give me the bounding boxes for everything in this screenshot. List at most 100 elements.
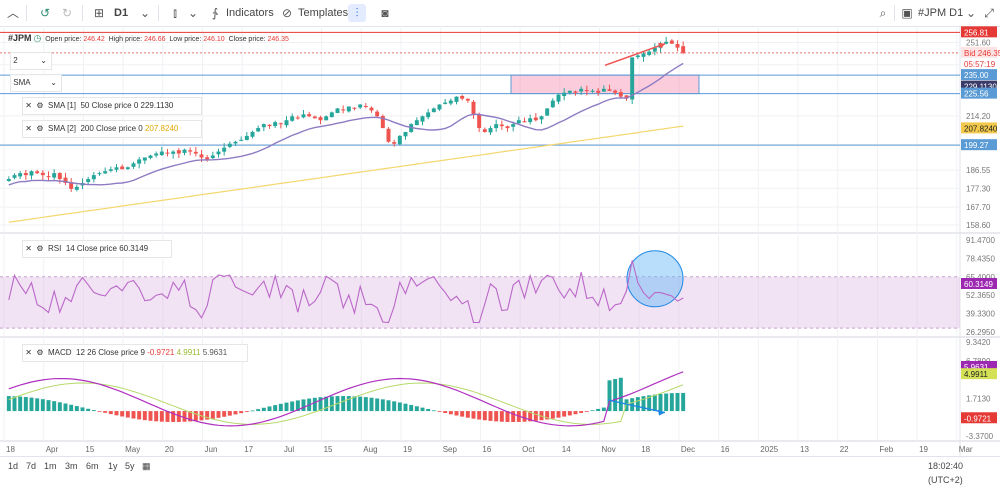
macd-histogram-bar <box>562 411 567 417</box>
macd-histogram-bar <box>397 402 402 412</box>
macd-badge-line: 5.9631 <box>964 363 989 372</box>
candle-body <box>397 135 402 145</box>
candle-body <box>681 46 686 53</box>
macd-histogram-bar <box>324 396 329 412</box>
chevron-down-icon[interactable]: ⌄ <box>187 6 199 20</box>
chevron-down-icon[interactable]: ⌄ <box>965 6 977 20</box>
candle-body <box>250 131 255 137</box>
timeframe-selector[interactable]: D1 <box>114 7 129 19</box>
rsi-value: 60.3149 <box>119 244 149 253</box>
macd-histogram-bar <box>244 411 249 412</box>
range-1y[interactable]: 1y <box>108 461 118 471</box>
candle-body <box>669 40 674 44</box>
candle-body <box>125 167 130 170</box>
undo-icon[interactable]: ↺ <box>39 6 51 20</box>
candle-body <box>488 128 493 133</box>
sma-select[interactable]: SMA ⌄ <box>10 74 62 92</box>
chart-canvas[interactable]: 251.60240.25214.20199.70186.55177.30167.… <box>0 26 1000 456</box>
candle-body <box>630 57 635 100</box>
candle-body <box>545 108 550 116</box>
candle-body <box>443 102 448 104</box>
candle-body <box>369 107 374 111</box>
macd-histogram-bar <box>494 411 499 422</box>
overlay-lines <box>8 42 684 427</box>
candle-body <box>23 172 28 176</box>
macd-arrow <box>607 399 666 414</box>
candle-body <box>244 135 249 140</box>
search-icon[interactable]: ⌕ <box>879 6 887 20</box>
sma1-name: SMA [1] <box>48 101 77 110</box>
chevron-up-icon[interactable]: ︿ <box>6 6 19 20</box>
range-6m[interactable]: 6m <box>86 461 99 471</box>
chevron-down-icon: ⌄ <box>40 56 47 65</box>
add-icon[interactable]: ⊞ <box>93 6 105 20</box>
macd-histogram-bar <box>635 397 640 412</box>
gear-icon[interactable]: ⚙ <box>36 348 44 357</box>
sma-select-value: SMA <box>13 78 31 87</box>
macd-histogram-bar <box>12 396 17 412</box>
macd-histogram-bar <box>80 407 85 412</box>
clock-icon: ◷ <box>33 33 42 43</box>
range-5y[interactable]: 5y <box>125 461 135 471</box>
chevron-down-icon[interactable]: ⌄ <box>139 6 151 20</box>
price-badge-bid-bg <box>961 46 997 58</box>
expand-icon[interactable]: ⤢ <box>984 6 994 20</box>
candle-body <box>114 167 119 170</box>
price-badge-level3: 199.27 <box>964 141 989 150</box>
time-tick-label: 2025 <box>760 445 778 454</box>
time-tick-label: Nov <box>602 445 616 454</box>
macd-histogram-bar <box>159 411 164 422</box>
indicators-icon[interactable]: ∱ <box>211 6 219 20</box>
candle-body <box>159 151 164 156</box>
close-icon[interactable]: ✕ <box>25 348 32 357</box>
close-icon[interactable]: ✕ <box>25 244 32 253</box>
range-7d[interactable]: 7d <box>26 461 37 471</box>
sma1-value: 229.1130 <box>140 101 174 110</box>
macd-histogram-bar <box>630 398 635 412</box>
rsi-name: RSI <box>48 244 62 253</box>
low-value: 246.10 <box>203 36 225 43</box>
templates-icon[interactable]: ⊘ <box>281 6 293 20</box>
chart-type-icon[interactable]: ⫶ <box>348 4 366 22</box>
macd-histogram-bar <box>108 411 113 415</box>
symbol-name: #JPM <box>8 33 32 43</box>
chevron-down-icon: ⌄ <box>50 78 57 87</box>
sma200-line <box>8 125 684 223</box>
macd-histogram-bar <box>239 411 244 414</box>
time-tick-label: Jun <box>205 445 218 454</box>
candle-body <box>12 175 17 178</box>
templates-button[interactable]: Templates <box>298 7 349 19</box>
gear-icon[interactable]: ⚙ <box>36 244 44 253</box>
range-1d[interactable]: 1d <box>8 461 19 471</box>
calendar-icon[interactable]: ▦ <box>142 461 151 471</box>
camera-icon[interactable]: ◙ <box>381 6 389 20</box>
time-tick-label: Dec <box>681 445 695 454</box>
redo-icon[interactable]: ↻ <box>61 6 73 20</box>
indicators-button[interactable]: Indicators <box>226 7 274 19</box>
macd-histogram-bar <box>414 406 419 412</box>
series-selector[interactable]: 2 ⌄ <box>10 52 52 70</box>
close-icon[interactable]: ✕ <box>25 124 32 133</box>
candle-body <box>375 111 380 117</box>
range-1m[interactable]: 1m <box>44 461 57 471</box>
macd-histogram-bar <box>511 411 516 423</box>
candle-body <box>386 128 391 142</box>
macd-histogram-bar <box>431 410 436 412</box>
price-tick-label: 186.55 <box>966 166 991 175</box>
price-badge-level2: 225.56 <box>964 90 989 99</box>
macd-histogram-bar <box>171 411 176 422</box>
macd-histogram-bar <box>545 411 550 420</box>
candles-icon[interactable]: ⫾ <box>173 6 177 20</box>
save-icon[interactable]: ▣ <box>901 6 913 20</box>
candle-body <box>352 107 357 109</box>
range-3m[interactable]: 3m <box>65 461 78 471</box>
gear-icon[interactable]: ⚙ <box>36 124 44 133</box>
candle-body <box>35 171 40 174</box>
macd-histogram-bar <box>23 397 28 412</box>
macd-histogram-bar <box>301 399 306 412</box>
symbol-selector[interactable]: #JPM D1 <box>918 7 964 19</box>
close-icon[interactable]: ✕ <box>25 101 32 110</box>
gear-icon[interactable]: ⚙ <box>36 101 44 110</box>
open-value: 246.42 <box>83 36 105 43</box>
macd-histogram-bar <box>346 396 351 412</box>
